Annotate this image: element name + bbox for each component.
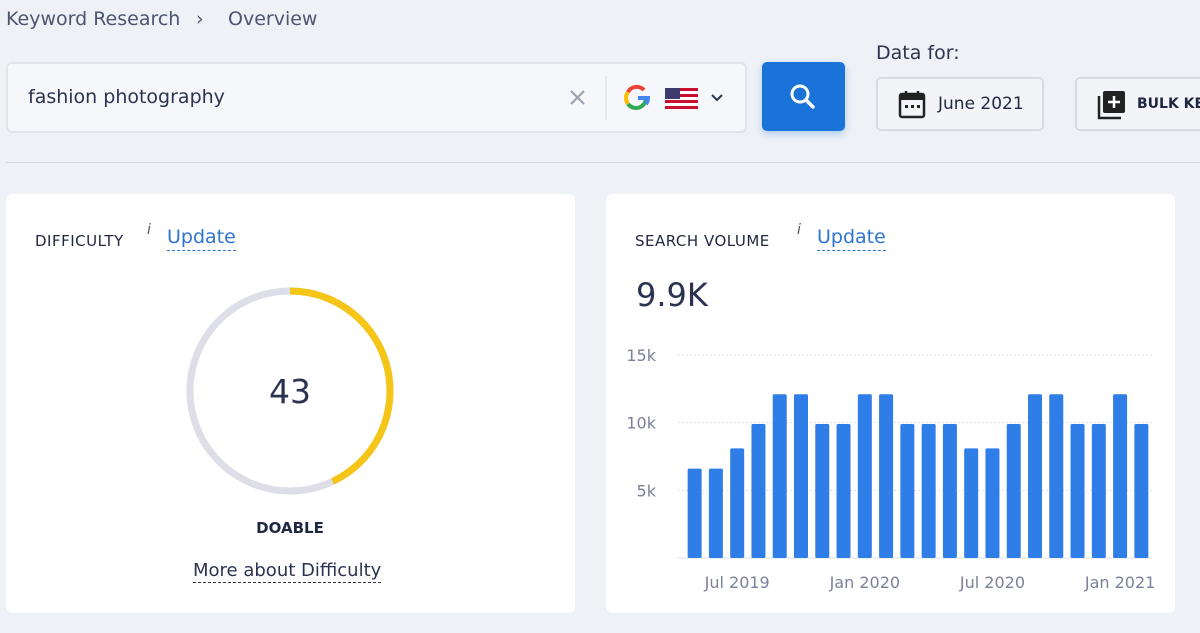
bar <box>1091 424 1106 558</box>
bar <box>942 424 957 558</box>
clear-icon[interactable] <box>570 90 585 105</box>
bar <box>687 468 702 558</box>
x-tick-label: Jul 2019 <box>704 573 770 592</box>
breadcrumb-separator: › <box>196 8 204 30</box>
bar <box>730 448 745 558</box>
breadcrumb-item[interactable]: Keyword Research <box>6 8 181 30</box>
google-icon <box>624 84 651 110</box>
date-text: June 2021 <box>938 94 1024 114</box>
bar <box>857 394 872 558</box>
difficulty-gauge: 43 DOABLE <box>186 287 394 537</box>
bar <box>1134 424 1149 558</box>
calendar-icon <box>898 91 926 119</box>
card-title: SEARCH VOLUME <box>635 232 770 250</box>
data-for-label: Data for: <box>876 42 960 64</box>
info-icon[interactable]: i <box>797 222 801 238</box>
volume-chart: 5k 10k 15k Jul 2019 Jan 2020 Jul 2020 Jan 2021 <box>626 346 1155 592</box>
volume-total: 9.9K <box>636 276 708 314</box>
bulk-button[interactable]: BULK KE <box>1075 77 1200 131</box>
y-tick-label: 5k <box>637 481 657 500</box>
search-query[interactable]: fashion photography <box>28 86 225 108</box>
bar <box>815 424 830 558</box>
y-tick-label: 10k <box>626 414 656 433</box>
update-link[interactable]: Update <box>817 226 886 251</box>
update-link[interactable]: Update <box>167 226 236 251</box>
us-flag <box>665 88 698 109</box>
info-icon[interactable]: i <box>147 222 151 238</box>
bar <box>1006 424 1021 558</box>
search-icon <box>790 84 815 109</box>
separator <box>6 162 1200 163</box>
bar <box>772 394 787 558</box>
y-tick-label: 15k <box>626 346 656 365</box>
bar <box>879 394 894 558</box>
x-tick-label: Jan 2021 <box>1084 573 1155 592</box>
x-tick-label: Jul 2020 <box>959 573 1025 592</box>
gauge-arc <box>289 287 394 485</box>
difficulty-level: DOABLE <box>256 519 324 537</box>
bar <box>1049 394 1064 558</box>
x-tick-label: Jan 2020 <box>829 573 900 592</box>
difficulty-card: DIFFICULTY i Update 43 DOABLE More about… <box>6 194 575 613</box>
bar <box>1070 424 1085 558</box>
card-title: DIFFICULTY <box>35 232 124 250</box>
search-volume-card: SEARCH VOLUME i Update 9.9K 5k 10k 15k Jul … <box>606 194 1175 613</box>
search-controls <box>570 76 723 120</box>
bar <box>794 394 808 558</box>
bar <box>708 468 723 558</box>
bar <box>964 448 979 558</box>
bar <box>751 424 766 558</box>
search-button[interactable] <box>762 62 845 131</box>
more-link[interactable]: More about Difficulty <box>193 560 382 583</box>
bar <box>921 424 936 558</box>
bar <box>836 424 851 558</box>
date-button[interactable]: June 2021 <box>876 77 1044 131</box>
search-box[interactable]: fashion photography <box>6 62 747 133</box>
dropdown-chevron[interactable] <box>711 94 723 102</box>
bulk-icon <box>1097 91 1125 120</box>
difficulty-value: 43 <box>269 372 311 411</box>
bar <box>985 448 1000 558</box>
breadcrumb-item: Overview <box>228 8 318 30</box>
bar <box>1113 394 1128 558</box>
bulk-text: BULK KE <box>1137 96 1200 112</box>
bar <box>1028 394 1042 558</box>
bar <box>900 424 915 558</box>
